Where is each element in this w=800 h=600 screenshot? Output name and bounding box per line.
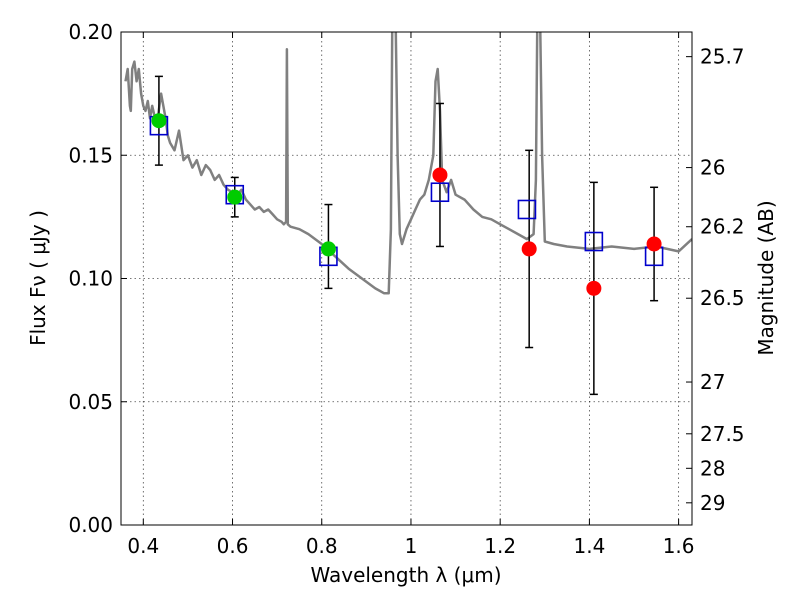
y-axis-ticks: 0.00 0.05 0.10 0.15 0.20: [68, 20, 127, 537]
magnitude-tick-label: 25.7: [700, 45, 745, 69]
data-point: [320, 241, 336, 257]
magnitude-tick-label: 26: [700, 156, 725, 180]
magnitude-tick-label: 28: [700, 456, 725, 480]
data-point: [151, 113, 167, 129]
observed-points: [151, 113, 662, 296]
x-tick-label: 1.2: [484, 534, 516, 558]
magnitude-tick-label: 26.2: [700, 215, 745, 239]
data-point: [521, 241, 537, 257]
data-point: [586, 280, 602, 296]
magnitude-tick-label: 27.5: [700, 422, 745, 446]
x-axis-title: Wavelength λ (μm): [310, 563, 501, 587]
model-square: [517, 199, 537, 220]
model-square: [584, 231, 604, 252]
x-tick-label: 0.6: [217, 534, 249, 558]
data-point: [646, 236, 662, 252]
magnitude-axis-title: Magnitude (AB): [754, 200, 778, 355]
data-point: [432, 167, 448, 183]
magnitude-axis-ticks: 25.7 26 26.2 26.5 27 27.5 28 29: [686, 45, 745, 515]
x-axis-ticks: 0.4 0.6 0.8 1 1.2 1.4 1.6: [127, 32, 695, 558]
model-square: [430, 182, 450, 203]
magnitude-tick-label: 26.5: [700, 286, 745, 310]
x-tick-label: 1.4: [573, 534, 605, 558]
y-tick-label: 0.00: [68, 513, 113, 537]
y-tick-label: 0.10: [68, 267, 113, 291]
data-point: [227, 189, 243, 205]
magnitude-tick-label: 29: [700, 491, 725, 515]
magnitude-tick-label: 27: [700, 370, 725, 394]
x-tick-label: 1: [405, 534, 418, 558]
y-tick-label: 0.20: [68, 20, 113, 44]
y-tick-label: 0.05: [68, 390, 113, 414]
y-tick-label: 0.15: [68, 143, 113, 167]
x-tick-label: 1.6: [663, 534, 695, 558]
grid: [121, 32, 692, 525]
x-tick-label: 0.4: [127, 534, 159, 558]
x-tick-label: 0.8: [306, 534, 338, 558]
y-axis-title: Flux Fν ( μJy ): [26, 210, 50, 346]
